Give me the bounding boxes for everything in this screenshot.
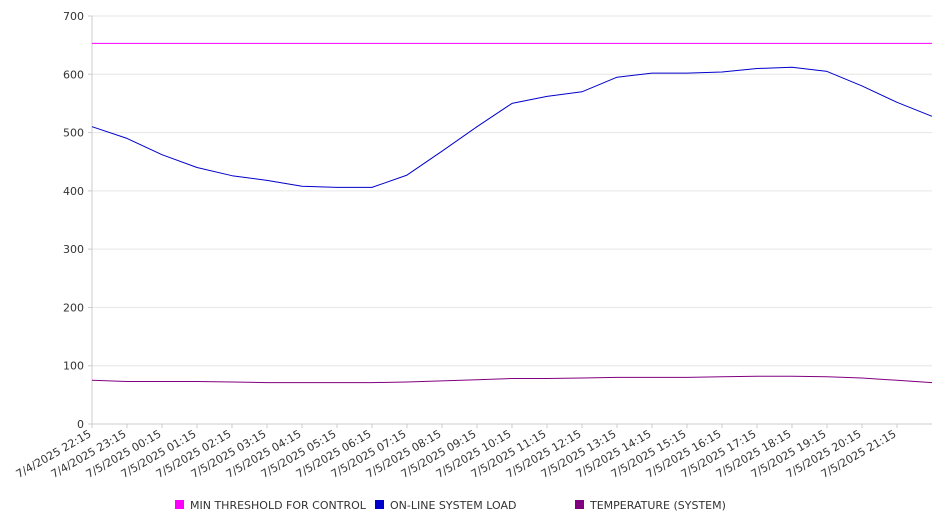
y-tick-label: 300 xyxy=(63,243,84,256)
legend-swatch xyxy=(175,500,184,509)
gridlines xyxy=(92,15,932,367)
y-tick-label: 400 xyxy=(63,185,84,198)
y-tick-label: 500 xyxy=(63,127,84,140)
series-lines xyxy=(91,42,933,384)
y-tick-labels: 0 100 200 300 400 500 600 700 xyxy=(63,10,92,431)
legend-label: MIN THRESHOLD FOR CONTROL xyxy=(190,499,367,512)
legend: MIN THRESHOLD FOR CONTROL ON-LINE SYSTEM … xyxy=(175,499,726,512)
series-line-3 xyxy=(91,375,933,384)
y-tick-label: 200 xyxy=(63,301,84,314)
legend-label: ON-LINE SYSTEM LOAD xyxy=(390,499,516,512)
legend-swatch xyxy=(575,500,584,509)
legend-label: TEMPERATURE (SYSTEM) xyxy=(589,499,726,512)
y-tick-label: 700 xyxy=(63,10,84,23)
series-line-2 xyxy=(91,66,933,188)
y-tick-label: 600 xyxy=(63,68,84,81)
x-tick-labels: 7/4/2025 22:157/4/2025 23:157/5/2025 00:… xyxy=(14,424,899,481)
y-tick-label: 100 xyxy=(63,360,84,373)
legend-swatch xyxy=(375,500,384,509)
y-tick-label: 0 xyxy=(77,418,84,431)
axes xyxy=(91,16,932,425)
